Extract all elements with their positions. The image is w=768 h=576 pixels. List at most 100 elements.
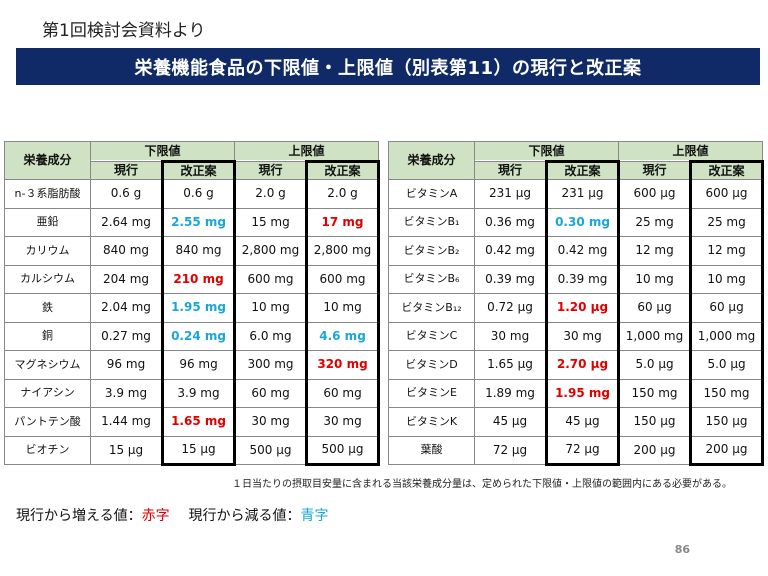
nutrient-name-cell: ビタミンA <box>388 179 475 209</box>
nutrient-name-cell: カリウム <box>4 236 91 266</box>
table-row: 銅 0.27 mg 0.24 mg 6.0 mg 4.6 mg <box>4 321 381 351</box>
table-row: ビタミンA 231 μg 231 μg 600 μg 600 μg <box>388 179 765 209</box>
page-title: 栄養機能食品の下限値・上限値（別表第11）の現行と改正案 <box>134 57 642 79</box>
upper-current-cell: 60 mg <box>234 378 308 408</box>
header-upper: 上限値 <box>234 141 380 162</box>
legend-increase-label: 現行から増える値： <box>16 508 142 524</box>
header-upper-current: 現行 <box>234 161 308 180</box>
nutrient-name-cell: ビタミンC <box>388 321 475 351</box>
lower-proposed-cell: 15 μg <box>160 435 237 466</box>
upper-proposed-cell: 150 μg <box>689 407 765 437</box>
upper-current-cell: 12 mg <box>618 236 692 266</box>
upper-proposed-cell: 12 mg <box>689 236 765 266</box>
upper-current-cell: 600 μg <box>618 179 692 209</box>
table-row: カルシウム 204 mg 210 mg 600 mg 600 mg <box>4 264 381 294</box>
upper-current-cell: 6.0 mg <box>234 321 308 351</box>
lower-proposed-cell: 210 mg <box>160 264 237 294</box>
header-lower-proposed: 改正案 <box>544 160 621 180</box>
lower-current-cell: 0.6 g <box>90 179 163 209</box>
header-lower: 下限値 <box>473 141 620 162</box>
header-lower-current: 現行 <box>474 161 547 180</box>
upper-current-cell: 300 mg <box>234 350 308 380</box>
lower-proposed-cell: 0.42 mg <box>544 236 621 266</box>
upper-current-cell: 150 μg <box>618 407 692 437</box>
upper-proposed-cell: 200 μg <box>689 435 765 466</box>
table-body-left: n-３系脂肪酸 0.6 g 0.6 g 2.0 g 2.0 g 亜鉛 2.64 mg 2.55… <box>4 179 381 466</box>
lower-current-cell: 0.27 mg <box>90 321 163 351</box>
upper-current-cell: 10 mg <box>618 264 692 294</box>
table-body-right: ビタミンA 231 μg 231 μg 600 μg 600 μg ビタミンB₁ 0.36 … <box>388 179 765 466</box>
lower-current-cell: 1.65 μg <box>474 350 547 380</box>
nutrient-name-cell: 亜鉛 <box>4 207 91 237</box>
table-row: ビタミンB₁₂ 0.72 μg 1.20 μg 60 μg 60 μg <box>388 293 765 323</box>
header-lower: 下限値 <box>89 141 236 162</box>
lower-proposed-cell: 1.20 μg <box>544 293 621 323</box>
lower-current-cell: 72 μg <box>474 435 547 465</box>
lower-current-cell: 231 μg <box>474 179 547 209</box>
legend-decrease-word: 青字 <box>300 508 329 524</box>
lower-current-cell: 204 mg <box>90 264 163 294</box>
lower-current-cell: 3.9 mg <box>90 378 163 408</box>
upper-proposed-cell: 2,800 mg <box>305 236 381 266</box>
lower-current-cell: 0.72 μg <box>474 293 547 323</box>
upper-proposed-cell: 17 mg <box>305 207 381 237</box>
upper-current-cell: 25 mg <box>618 207 692 237</box>
header-lower-proposed: 改正案 <box>160 160 237 180</box>
lower-current-cell: 0.36 mg <box>474 207 547 237</box>
table-row: ビタミンB₁ 0.36 mg 0.30 mg 25 mg 25 mg <box>388 207 765 237</box>
lower-proposed-cell: 231 μg <box>544 179 621 209</box>
header-upper-current: 現行 <box>618 161 692 180</box>
table-row: ビタミンB₆ 0.39 mg 0.39 mg 10 mg 10 mg <box>388 264 765 294</box>
table-row: ビタミンK 45 μg 45 μg 150 μg 150 μg <box>388 407 765 437</box>
lower-proposed-cell: 45 μg <box>544 407 621 437</box>
nutrient-name-cell: ビタミンK <box>388 407 475 437</box>
lower-current-cell: 0.39 mg <box>474 264 547 294</box>
upper-current-cell: 500 μg <box>234 435 308 465</box>
table-row: カリウム 840 mg 840 mg 2,800 mg 2,800 mg <box>4 236 381 266</box>
nutrient-name-cell: n-３系脂肪酸 <box>4 179 91 209</box>
lower-current-cell: 45 μg <box>474 407 547 437</box>
lower-proposed-cell: 30 mg <box>544 321 621 351</box>
upper-proposed-cell: 10 mg <box>689 264 765 294</box>
table-row: 亜鉛 2.64 mg 2.55 mg 15 mg 17 mg <box>4 207 381 237</box>
table-row: 葉酸 72 μg 72 μg 200 μg 200 μg <box>388 435 765 466</box>
nutrient-name-cell: 鉄 <box>4 293 91 323</box>
header-nutrient: 栄養成分 <box>388 141 475 180</box>
lower-proposed-cell: 0.24 mg <box>160 321 237 351</box>
lower-current-cell: 96 mg <box>90 350 163 380</box>
upper-current-cell: 150 mg <box>618 378 692 408</box>
table-row: ナイアシン 3.9 mg 3.9 mg 60 mg 60 mg <box>4 378 381 408</box>
page-number: 86 <box>674 543 690 556</box>
lower-proposed-cell: 2.70 μg <box>544 350 621 380</box>
upper-proposed-cell: 5.0 μg <box>689 350 765 380</box>
upper-proposed-cell: 10 mg <box>305 293 381 323</box>
nutrient-name-cell: 葉酸 <box>388 435 475 465</box>
lower-proposed-cell: 840 mg <box>160 236 237 266</box>
upper-proposed-cell: 150 mg <box>689 378 765 408</box>
nutrient-name-cell: カルシウム <box>4 264 91 294</box>
lower-current-cell: 2.64 mg <box>90 207 163 237</box>
upper-proposed-cell: 25 mg <box>689 207 765 237</box>
lower-proposed-cell: 3.9 mg <box>160 378 237 408</box>
upper-current-cell: 2,800 mg <box>234 236 308 266</box>
table-row: ビタミンD 1.65 μg 2.70 μg 5.0 μg 5.0 μg <box>388 350 765 380</box>
upper-current-cell: 600 mg <box>234 264 308 294</box>
lower-proposed-cell: 1.65 mg <box>160 407 237 437</box>
nutrient-name-cell: ビタミンD <box>388 350 475 380</box>
upper-proposed-cell: 60 mg <box>305 378 381 408</box>
upper-proposed-cell: 2.0 g <box>305 179 381 209</box>
nutrient-table-right: 栄養成分 下限値 上限値 現行 改正案 現行 改正案 ビタミンA 231 μg 23… <box>388 141 765 466</box>
upper-proposed-cell: 600 μg <box>689 179 765 209</box>
header-nutrient: 栄養成分 <box>4 141 91 180</box>
lower-proposed-cell: 0.30 mg <box>544 207 621 237</box>
lower-current-cell: 30 mg <box>474 321 547 351</box>
table-row: 鉄 2.04 mg 1.95 mg 10 mg 10 mg <box>4 293 381 323</box>
nutrient-name-cell: 銅 <box>4 321 91 351</box>
upper-proposed-cell: 500 μg <box>305 435 381 466</box>
nutrient-name-cell: パントテン酸 <box>4 407 91 437</box>
upper-proposed-cell: 4.6 mg <box>305 321 381 351</box>
lower-current-cell: 0.42 mg <box>474 236 547 266</box>
lower-proposed-cell: 2.55 mg <box>160 207 237 237</box>
lower-current-cell: 1.89 mg <box>474 378 547 408</box>
